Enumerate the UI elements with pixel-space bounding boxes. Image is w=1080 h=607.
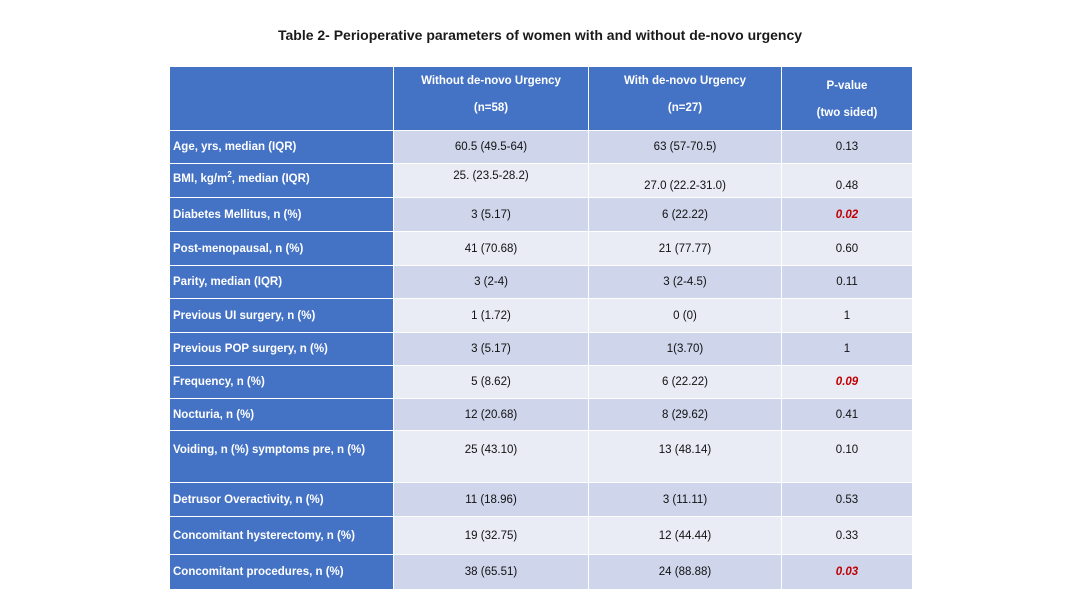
- header-with-urgency-n: (n=27): [667, 102, 703, 114]
- cell-without-urgency: 1 (1.72): [393, 298, 589, 333]
- row-label: Post-menopausal, n (%): [169, 231, 394, 266]
- table-row: Age, yrs, median (IQR) 60.5 (49.5-64) 63…: [169, 130, 913, 164]
- row-label: Parity, median (IQR): [169, 265, 394, 299]
- table-body: Age, yrs, median (IQR) 60.5 (49.5-64) 63…: [169, 130, 913, 590]
- table-row: BMI, kg/m2, median (IQR) 25. (23.5-28.2)…: [169, 163, 913, 198]
- p-value-text: 0.53: [835, 493, 859, 506]
- p-value-significant: 0.09: [835, 376, 859, 388]
- cell-p-value: 0.02: [781, 197, 913, 232]
- bmi-label-superscript: 2: [227, 170, 232, 179]
- p-value-text: 1: [843, 343, 851, 355]
- row-label: Concomitant hysterectomy, n (%): [169, 516, 394, 555]
- cell-without-urgency: 25 (43.10): [393, 430, 589, 483]
- table-row: Previous UI surgery, n (%) 1 (1.72) 0 (0…: [169, 298, 913, 333]
- row-label: BMI, kg/m2, median (IQR): [169, 163, 394, 198]
- cell-p-value: 1: [781, 298, 913, 333]
- row-label: Frequency, n (%): [169, 365, 394, 399]
- cell-with-urgency: 8 (29.62): [588, 398, 782, 431]
- p-value-text: 0.41: [835, 408, 859, 421]
- row-label: Nocturia, n (%): [169, 398, 394, 431]
- cell-without-urgency: 11 (18.96): [393, 482, 589, 517]
- p-value-significant: 0.03: [835, 566, 859, 578]
- header-p-value: P-value (two sided): [781, 66, 913, 131]
- row-label: Concomitant procedures, n (%): [169, 554, 394, 590]
- cell-without-urgency: 41 (70.68): [393, 231, 589, 266]
- cell-p-value: 0.03: [781, 554, 913, 590]
- table-header: Without de-novo Urgency (n=58) With de-n…: [169, 66, 913, 131]
- cell-with-urgency: 27.0 (22.2-31.0): [588, 163, 782, 198]
- cell-p-value: 0.53: [781, 482, 913, 517]
- cell-with-urgency: 3 (11.11): [588, 482, 782, 517]
- cell-without-urgency: 5 (8.62): [393, 365, 589, 399]
- cell-with-urgency: 1(3.70): [588, 332, 782, 366]
- row-label: Age, yrs, median (IQR): [169, 130, 394, 164]
- cell-with-urgency: 3 (2-4.5): [588, 265, 782, 299]
- p-value-text: 0.11: [836, 276, 858, 288]
- cell-without-urgency: 3 (5.17): [393, 197, 589, 232]
- header-row: Without de-novo Urgency (n=58) With de-n…: [169, 66, 913, 131]
- header-p-value-sided: (two sided): [816, 107, 878, 119]
- p-value-text: 1: [843, 309, 851, 322]
- p-value-text: 0.60: [835, 242, 859, 255]
- cell-p-value: 1: [781, 332, 913, 366]
- cell-p-value: 0.13: [781, 130, 913, 164]
- cell-without-urgency: 19 (32.75): [393, 516, 589, 555]
- header-empty-cell: [169, 66, 394, 131]
- header-with-urgency-label: With de-novo Urgency: [624, 75, 746, 87]
- row-label: Previous UI surgery, n (%): [169, 298, 394, 333]
- cell-p-value: 0.48: [781, 163, 913, 198]
- cell-with-urgency: 12 (44.44): [588, 516, 782, 555]
- table-row: Diabetes Mellitus, n (%) 3 (5.17) 6 (22.…: [169, 197, 913, 232]
- cell-without-urgency: 25. (23.5-28.2): [393, 163, 589, 198]
- cell-with-urgency: 0 (0): [588, 298, 782, 333]
- cell-p-value: 0.11: [781, 265, 913, 299]
- header-without-urgency-n: (n=58): [473, 102, 509, 114]
- bmi-label-post: , median (IQR): [231, 172, 310, 185]
- row-label: Detrusor Overactivity, n (%): [169, 482, 394, 517]
- table-row: Voiding, n (%) symptoms pre, n (%) 25 (4…: [169, 430, 913, 483]
- p-value-text: 0.33: [835, 529, 859, 542]
- p-value-significant: 0.02: [835, 208, 859, 221]
- row-label: Previous POP surgery, n (%): [169, 332, 394, 366]
- cell-with-urgency: 63 (57-70.5): [588, 130, 782, 164]
- cell-with-urgency: 21 (77.77): [588, 231, 782, 266]
- header-without-urgency-label: Without de-novo Urgency: [421, 75, 561, 87]
- table-row: Post-menopausal, n (%) 41 (70.68) 21 (77…: [169, 231, 913, 266]
- p-value-text: 0.13: [835, 141, 859, 153]
- table-row: Frequency, n (%) 5 (8.62) 6 (22.22) 0.09: [169, 365, 913, 399]
- cell-with-urgency: 13 (48.14): [588, 430, 782, 483]
- table-row: Nocturia, n (%) 12 (20.68) 8 (29.62) 0.4…: [169, 398, 913, 431]
- table-title: Table 2- Perioperative parameters of wom…: [277, 27, 803, 43]
- row-label: Voiding, n (%) symptoms pre, n (%): [169, 430, 394, 483]
- cell-with-urgency: 6 (22.22): [588, 365, 782, 399]
- p-value-text: 0.10: [835, 444, 859, 456]
- cell-with-urgency: 6 (22.22): [588, 197, 782, 232]
- table-row: Previous POP surgery, n (%) 3 (5.17) 1(3…: [169, 332, 913, 366]
- cell-without-urgency: 12 (20.68): [393, 398, 589, 431]
- table-row: Concomitant hysterectomy, n (%) 19 (32.7…: [169, 516, 913, 555]
- cell-p-value: 0.60: [781, 231, 913, 266]
- table-row: Parity, median (IQR) 3 (2-4) 3 (2-4.5) 0…: [169, 265, 913, 299]
- table-row: Detrusor Overactivity, n (%) 11 (18.96) …: [169, 482, 913, 517]
- p-value-text: 0.48: [835, 180, 859, 192]
- cell-p-value: 0.33: [781, 516, 913, 555]
- cell-without-urgency: 3 (5.17): [393, 332, 589, 366]
- bmi-label-pre: BMI, kg/m: [173, 172, 228, 185]
- row-label: Diabetes Mellitus, n (%): [169, 197, 394, 232]
- cell-p-value: 0.41: [781, 398, 913, 431]
- cell-p-value: 0.09: [781, 365, 913, 399]
- cell-without-urgency: 60.5 (49.5-64): [393, 130, 589, 164]
- perioperative-parameters-table: Without de-novo Urgency (n=58) With de-n…: [169, 66, 913, 590]
- cell-p-value: 0.10: [781, 430, 913, 483]
- cell-with-urgency: 24 (88.88): [588, 554, 782, 590]
- cell-without-urgency: 38 (65.51): [393, 554, 589, 590]
- table-row: Concomitant procedures, n (%) 38 (65.51)…: [169, 554, 913, 590]
- header-p-value-label: P-value: [826, 80, 868, 92]
- header-with-urgency: With de-novo Urgency (n=27): [588, 66, 782, 131]
- header-without-urgency: Without de-novo Urgency (n=58): [393, 66, 589, 131]
- cell-without-urgency: 3 (2-4): [393, 265, 589, 299]
